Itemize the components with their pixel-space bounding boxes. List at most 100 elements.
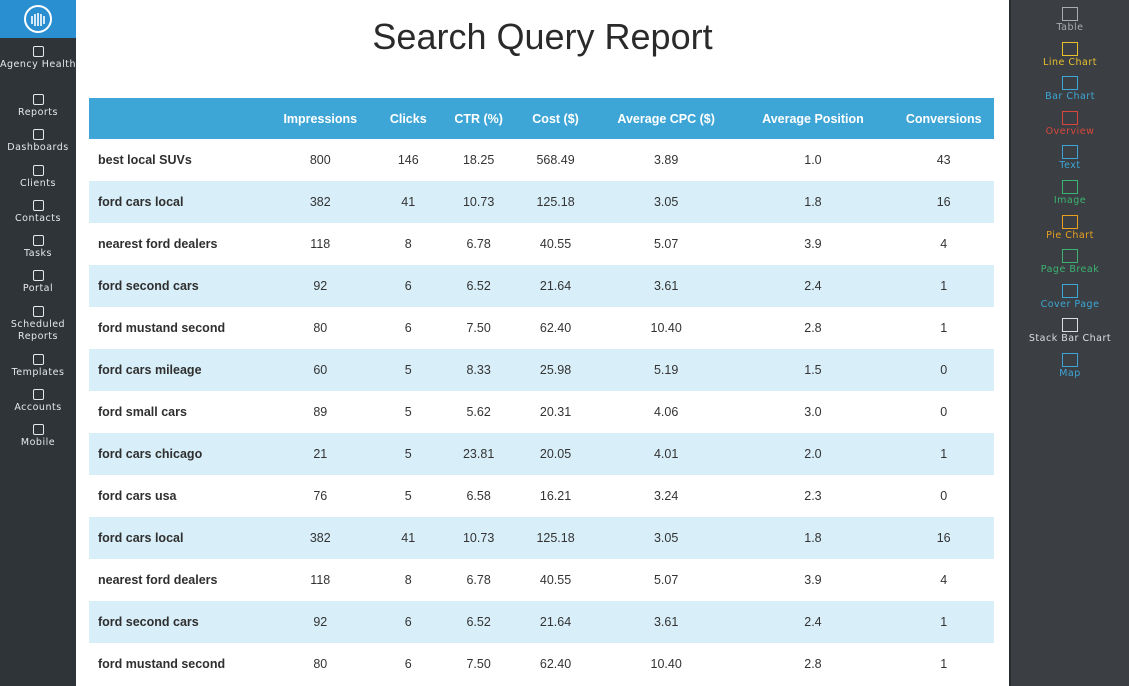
nav-item[interactable]: Portal: [0, 270, 76, 305]
value-cell: 4.01: [599, 433, 733, 475]
right-sidebar: Table Line Chart Bar Chart Overview Text Imag…: [1009, 0, 1129, 686]
value-cell: 1.0: [804, 153, 822, 167]
value-cell: 41: [370, 181, 446, 223]
value-cell: 8.33: [445, 349, 512, 391]
value-cell: 10.40: [650, 321, 682, 335]
header-cell[interactable]: Cost ($): [511, 98, 600, 139]
value-cell: 92: [270, 265, 371, 307]
value-cell: 60: [270, 349, 371, 391]
value-cell: 6.58: [466, 489, 491, 503]
value-cell: 6: [404, 657, 412, 671]
value-cell: 0: [940, 489, 948, 503]
value-cell: 125.18: [511, 181, 600, 223]
value-cell: 62.40: [539, 657, 572, 671]
table-row: ford small cars 89 5 5.62 20.31 4.06 3.0 0: [89, 391, 994, 433]
value-cell: 5: [404, 405, 412, 419]
value-cell: 80: [313, 321, 328, 335]
tool-item[interactable]: Cover Page: [1011, 283, 1129, 319]
query-cell: nearest ford dealers: [98, 237, 218, 251]
nav-item[interactable]: Contacts: [0, 199, 76, 235]
value-cell: 6.78: [466, 237, 491, 251]
nav-item[interactable]: Mobile: [0, 424, 76, 459]
nav-icon: [32, 353, 44, 365]
tool-icon: [1062, 283, 1078, 298]
tool-label: Cover Page: [1040, 298, 1100, 310]
nav: Agency Health Reports Dashboards Clients Con…: [0, 38, 76, 460]
tool-item[interactable]: Table: [1011, 7, 1129, 42]
tool-item[interactable]: Map: [1011, 352, 1129, 388]
report-title: Search Query Report: [372, 16, 713, 57]
value-cell: 2.4: [732, 601, 894, 643]
nav-item[interactable]: Scheduled Reports: [0, 305, 76, 354]
tool-label: Text: [1059, 160, 1081, 172]
tool-icon: [1062, 249, 1078, 264]
tool-icon: [1062, 110, 1078, 125]
value-cell: 1: [893, 433, 994, 475]
value-cell: 5: [370, 433, 446, 475]
tool-item[interactable]: Pie Chart: [1011, 214, 1129, 250]
header-cell[interactable]: Clicks: [370, 98, 446, 139]
header-cell[interactable]: Impressions: [270, 98, 371, 139]
query-cell: ford second cars: [89, 601, 270, 643]
nav-item[interactable]: Templates: [0, 353, 76, 389]
logo[interactable]: [0, 0, 76, 38]
value-cell: 76: [313, 489, 328, 503]
tool-list: Table Line Chart Bar Chart Overview Text Imag…: [1011, 0, 1129, 388]
nav-item[interactable]: Tasks: [0, 235, 76, 270]
value-cell: 92: [270, 601, 371, 643]
nav-item[interactable]: Dashboards: [0, 129, 76, 164]
value-cell: 118: [310, 573, 331, 587]
header-cell[interactable]: CTR (%): [445, 98, 512, 139]
nav-label: Accounts: [14, 402, 62, 414]
tool-icon: [1062, 7, 1078, 21]
query-cell: ford cars local: [89, 517, 270, 559]
value-cell: 146: [397, 153, 419, 167]
nav-icon: [32, 424, 44, 436]
nav-label: Tasks: [24, 248, 52, 260]
nav-icon: [32, 129, 44, 141]
nav-item[interactable]: Reports: [0, 94, 76, 129]
value-cell: 382: [270, 517, 371, 559]
table-row: best local SUVs 800 146 18.25 568.49 3.89 1.0 4…: [89, 139, 994, 181]
nav-icon: [32, 235, 44, 247]
query-cell: ford small cars: [98, 405, 187, 419]
value-cell: 800: [309, 153, 331, 167]
tool-item[interactable]: Bar Chart: [1011, 76, 1129, 111]
query-cell: nearest ford dealers: [98, 573, 218, 587]
tool-item[interactable]: Overview: [1011, 110, 1129, 146]
value-cell: 0: [940, 405, 948, 419]
tool-item[interactable]: Image: [1011, 179, 1129, 215]
nav-item[interactable]: Agency Health: [0, 46, 76, 94]
tool-item[interactable]: Page Break: [1011, 249, 1129, 284]
value-cell: 23.81: [445, 433, 512, 475]
nav-icon: [32, 94, 44, 105]
tool-label: Overview: [1045, 125, 1095, 137]
query-cell: ford cars chicago: [89, 433, 270, 475]
value-cell: 0: [893, 349, 994, 391]
tool-label: Image: [1053, 194, 1087, 206]
tool-item[interactable]: Line Chart: [1011, 41, 1129, 77]
nav-item[interactable]: Clients: [0, 164, 76, 200]
header-row: Impressions Clicks CTR (%) Cost ($) Average …: [89, 98, 994, 139]
nav-label: Scheduled Reports: [10, 318, 66, 342]
value-cell: 1.5: [732, 349, 894, 391]
nav-item[interactable]: Accounts: [0, 389, 76, 424]
header-cell[interactable]: Conversions: [893, 98, 994, 139]
value-cell: 8: [404, 237, 412, 251]
value-cell: 8: [404, 573, 412, 587]
nav-label: Contacts: [15, 212, 61, 224]
header-cell[interactable]: Average CPC ($): [599, 98, 733, 139]
value-cell: 3.0: [804, 405, 822, 419]
header-cell[interactable]: Average Position: [732, 98, 894, 139]
query-cell: ford cars mileage: [89, 349, 270, 391]
value-cell: 5.19: [599, 349, 733, 391]
nav-label: Mobile: [20, 437, 56, 449]
tool-item[interactable]: Stack Bar Chart: [1011, 318, 1129, 353]
value-cell: 382: [270, 181, 371, 223]
tool-item[interactable]: Text: [1011, 145, 1129, 180]
nav-icon: [32, 270, 44, 282]
value-cell: 3.61: [599, 601, 733, 643]
logo-icon: [24, 5, 52, 33]
value-cell: 1: [940, 657, 948, 671]
